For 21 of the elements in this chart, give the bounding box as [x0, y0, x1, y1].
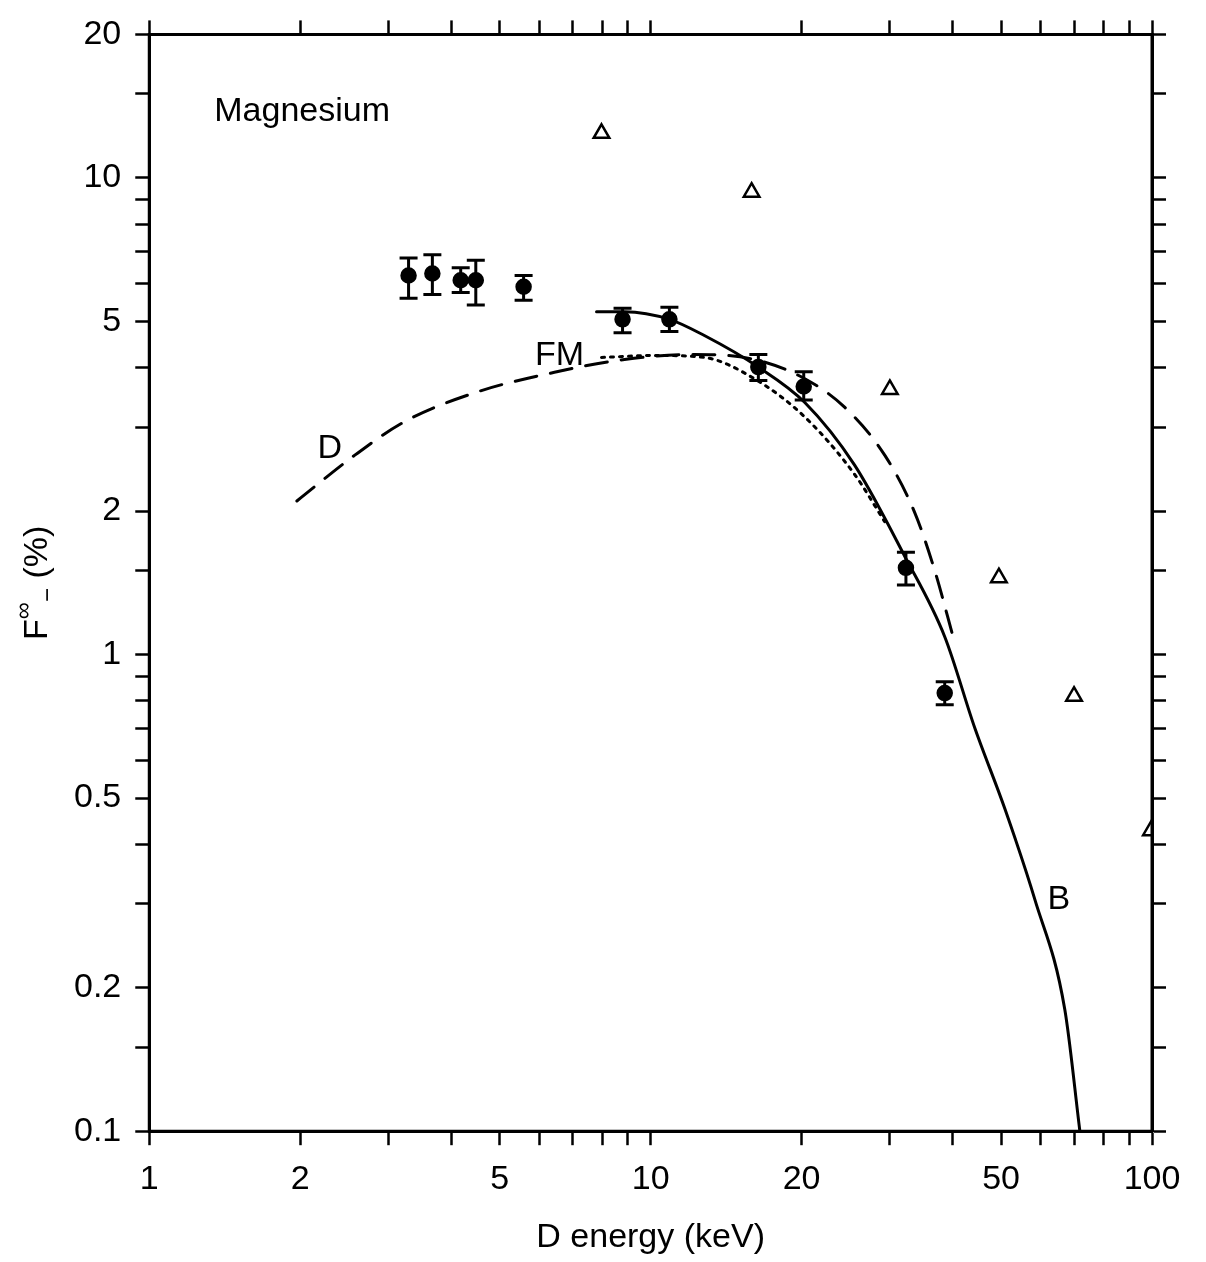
series-label: D [317, 426, 343, 465]
text: Magnesium [214, 89, 391, 128]
x-tick-label: 10 [631, 1157, 670, 1196]
x-tick-label: 20 [782, 1157, 821, 1196]
y-tick-label: 20 [83, 12, 122, 51]
y-tick-label: 0.5 [74, 776, 122, 815]
x-tick-label: 100 [1123, 1157, 1181, 1196]
x-tick-label: 5 [490, 1157, 510, 1196]
y-tick-label: 5 [102, 299, 122, 338]
x-tick-label: 2 [290, 1157, 310, 1196]
y-tick-label: 2 [102, 489, 122, 528]
series-label: FM [534, 333, 585, 372]
x-tick-label: 50 [982, 1157, 1020, 1196]
x-axis-title: D energy (keV) [536, 1216, 765, 1255]
x-tick-label: 1 [139, 1157, 159, 1196]
y-tick-label: 1 [102, 632, 122, 671]
y-tick-label: 0.1 [74, 1109, 122, 1148]
y-tick-label: 10 [83, 156, 122, 195]
series-label: B [1047, 878, 1071, 917]
y-tick-label: 0.2 [74, 966, 122, 1005]
y-axis-title: F∞− (%) [8, 525, 60, 640]
